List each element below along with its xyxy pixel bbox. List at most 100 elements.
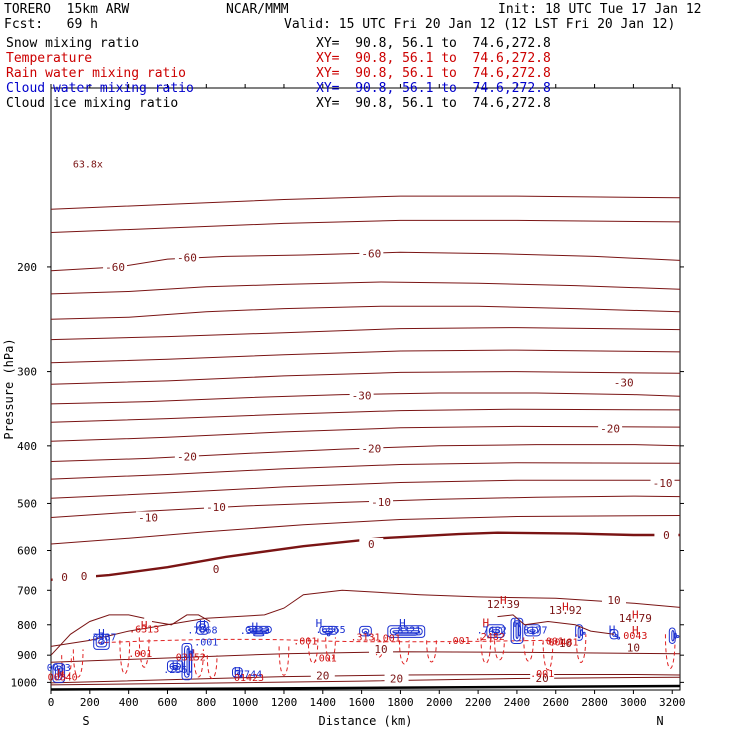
temperature-label-bg: [174, 450, 199, 462]
temperature-contour: [50, 392, 681, 405]
cloud-water-contour: [93, 633, 110, 650]
x-tick-label: 600: [158, 696, 178, 709]
cloud-water-label: .6865: [316, 625, 346, 636]
rain-contour: [426, 640, 437, 663]
cloud-water-label: .3487: [86, 633, 116, 644]
temperature-contour: [50, 589, 681, 647]
init-time: Init: 18 UTC Tue 17 Jan 12: [498, 2, 702, 17]
cloud-water-contour: [59, 670, 63, 676]
cloud-water-contour: [196, 621, 209, 635]
temperature-contour: [50, 515, 681, 545]
cloud-water-label: .7482: [477, 626, 507, 637]
cloud-water-label: .3433: [240, 626, 270, 637]
max-marker: H: [57, 667, 64, 680]
cloud-water-contour: [580, 629, 584, 636]
temperature-max-label: 14.79: [619, 612, 652, 625]
cloud-water-contour: [245, 625, 272, 634]
temperature-label: -60: [177, 252, 197, 265]
y-tick-label: 900: [17, 649, 37, 662]
y-tick-label: 500: [17, 497, 37, 510]
temperature-label-bg: [621, 641, 646, 653]
temperature-contour: [50, 251, 681, 272]
cloud-water-contour: [253, 633, 265, 637]
temperature-label: 0: [213, 563, 220, 576]
field-xy-cloud-ice: XY= 90.8, 56.1 to 74.6,272.8: [316, 96, 551, 111]
cloud-ice-label: 63.8x: [73, 160, 103, 171]
temperature-contour: [50, 371, 681, 385]
temperature-label: -20: [361, 442, 381, 455]
rain-contour: [97, 638, 576, 644]
temperature-max-label: 12.39: [487, 598, 520, 611]
temperature-contour: [50, 408, 681, 423]
temperature-label-bg: [174, 251, 199, 263]
rain-label: .001: [128, 649, 152, 660]
org-title: NCAR/MMM: [226, 2, 289, 17]
rain-label: 00481: [548, 638, 578, 649]
x-tick-label: 1600: [348, 696, 375, 709]
rain-label: .6313: [129, 625, 159, 636]
x-tick-label: 1000: [232, 696, 259, 709]
max-marker: H: [632, 609, 639, 622]
cloud-water-contour: [614, 634, 618, 638]
cloud-water-label: 0043: [47, 663, 71, 674]
rain-contour: [138, 637, 150, 668]
cloud-water-contour: [394, 632, 418, 636]
cloud-water-contour: [668, 627, 676, 644]
y-tick-label: 700: [17, 584, 37, 597]
plot-frame: [50, 87, 681, 691]
rain-label: .3131: [350, 632, 380, 643]
y-tick-label: 800: [17, 619, 37, 632]
x-tick-label: 1200: [271, 696, 298, 709]
x-tick-label: 2400: [504, 696, 531, 709]
forecast-hour: Fcst: 69 h: [4, 17, 98, 32]
temperature-contour: [50, 425, 681, 442]
cloud-water-contour: [171, 665, 179, 669]
temperature-label-bg: [359, 537, 384, 549]
max-marker: H: [483, 617, 490, 630]
x-axis-label: Distance (km): [319, 714, 413, 728]
rain-label: .001: [377, 634, 401, 645]
cloud-water-label: .7668: [187, 626, 217, 637]
max-marker: H: [562, 600, 569, 613]
temperature-label: -10: [138, 512, 158, 525]
temperature-contour: [497, 614, 615, 635]
temperature-contour: [151, 614, 211, 626]
temperature-label: 0: [663, 529, 670, 542]
x-tick-label: 1400: [310, 696, 337, 709]
cloud-water-contour: [95, 636, 108, 648]
temperature-label-bg: [204, 501, 229, 513]
max-marker: H: [199, 618, 206, 631]
y-tick-label: 600: [17, 545, 37, 558]
rain-label: 01423: [234, 673, 264, 684]
temperature-contour: [50, 349, 681, 364]
cloud-water-contour: [671, 629, 675, 642]
field-label-snow: Snow mixing ratio: [6, 36, 140, 51]
y-tick-label: 400: [17, 440, 37, 453]
field-label-cloud-water: Cloud water mixing ratio: [6, 81, 194, 96]
x-tick-label: 200: [80, 696, 100, 709]
max-marker: H: [98, 627, 105, 640]
cloud-water-contour: [673, 632, 677, 639]
temperature-label-bg: [598, 422, 623, 434]
temperature-contour: [50, 462, 681, 480]
cloud-water-contour: [488, 626, 503, 636]
cloud-water-label: .236: [163, 665, 187, 676]
x-tick-label: 3000: [620, 696, 647, 709]
cloud-water-contour: [174, 667, 178, 671]
temperature-label-bg: [310, 669, 335, 681]
temperature-label: 20: [536, 672, 549, 685]
temperature-label-bg: [369, 495, 394, 507]
temperature-contour: [50, 614, 145, 656]
cloud-water-contour: [359, 625, 372, 637]
valid-time: Valid: 15 UTC Fri 20 Jan 12 (12 LST Fri …: [284, 17, 676, 32]
temperature-label-bg: [369, 642, 394, 654]
rain-contour: [307, 637, 319, 664]
rain-contour: [206, 655, 218, 679]
cloud-water-label: .001: [194, 637, 218, 648]
y-tick-label: 200: [17, 261, 37, 274]
rain-contour: [494, 640, 505, 661]
field-label-rain: Rain water mixing ratio: [6, 66, 187, 81]
cloud-water-contour: [364, 630, 368, 634]
x-tick-label: 2200: [465, 696, 492, 709]
